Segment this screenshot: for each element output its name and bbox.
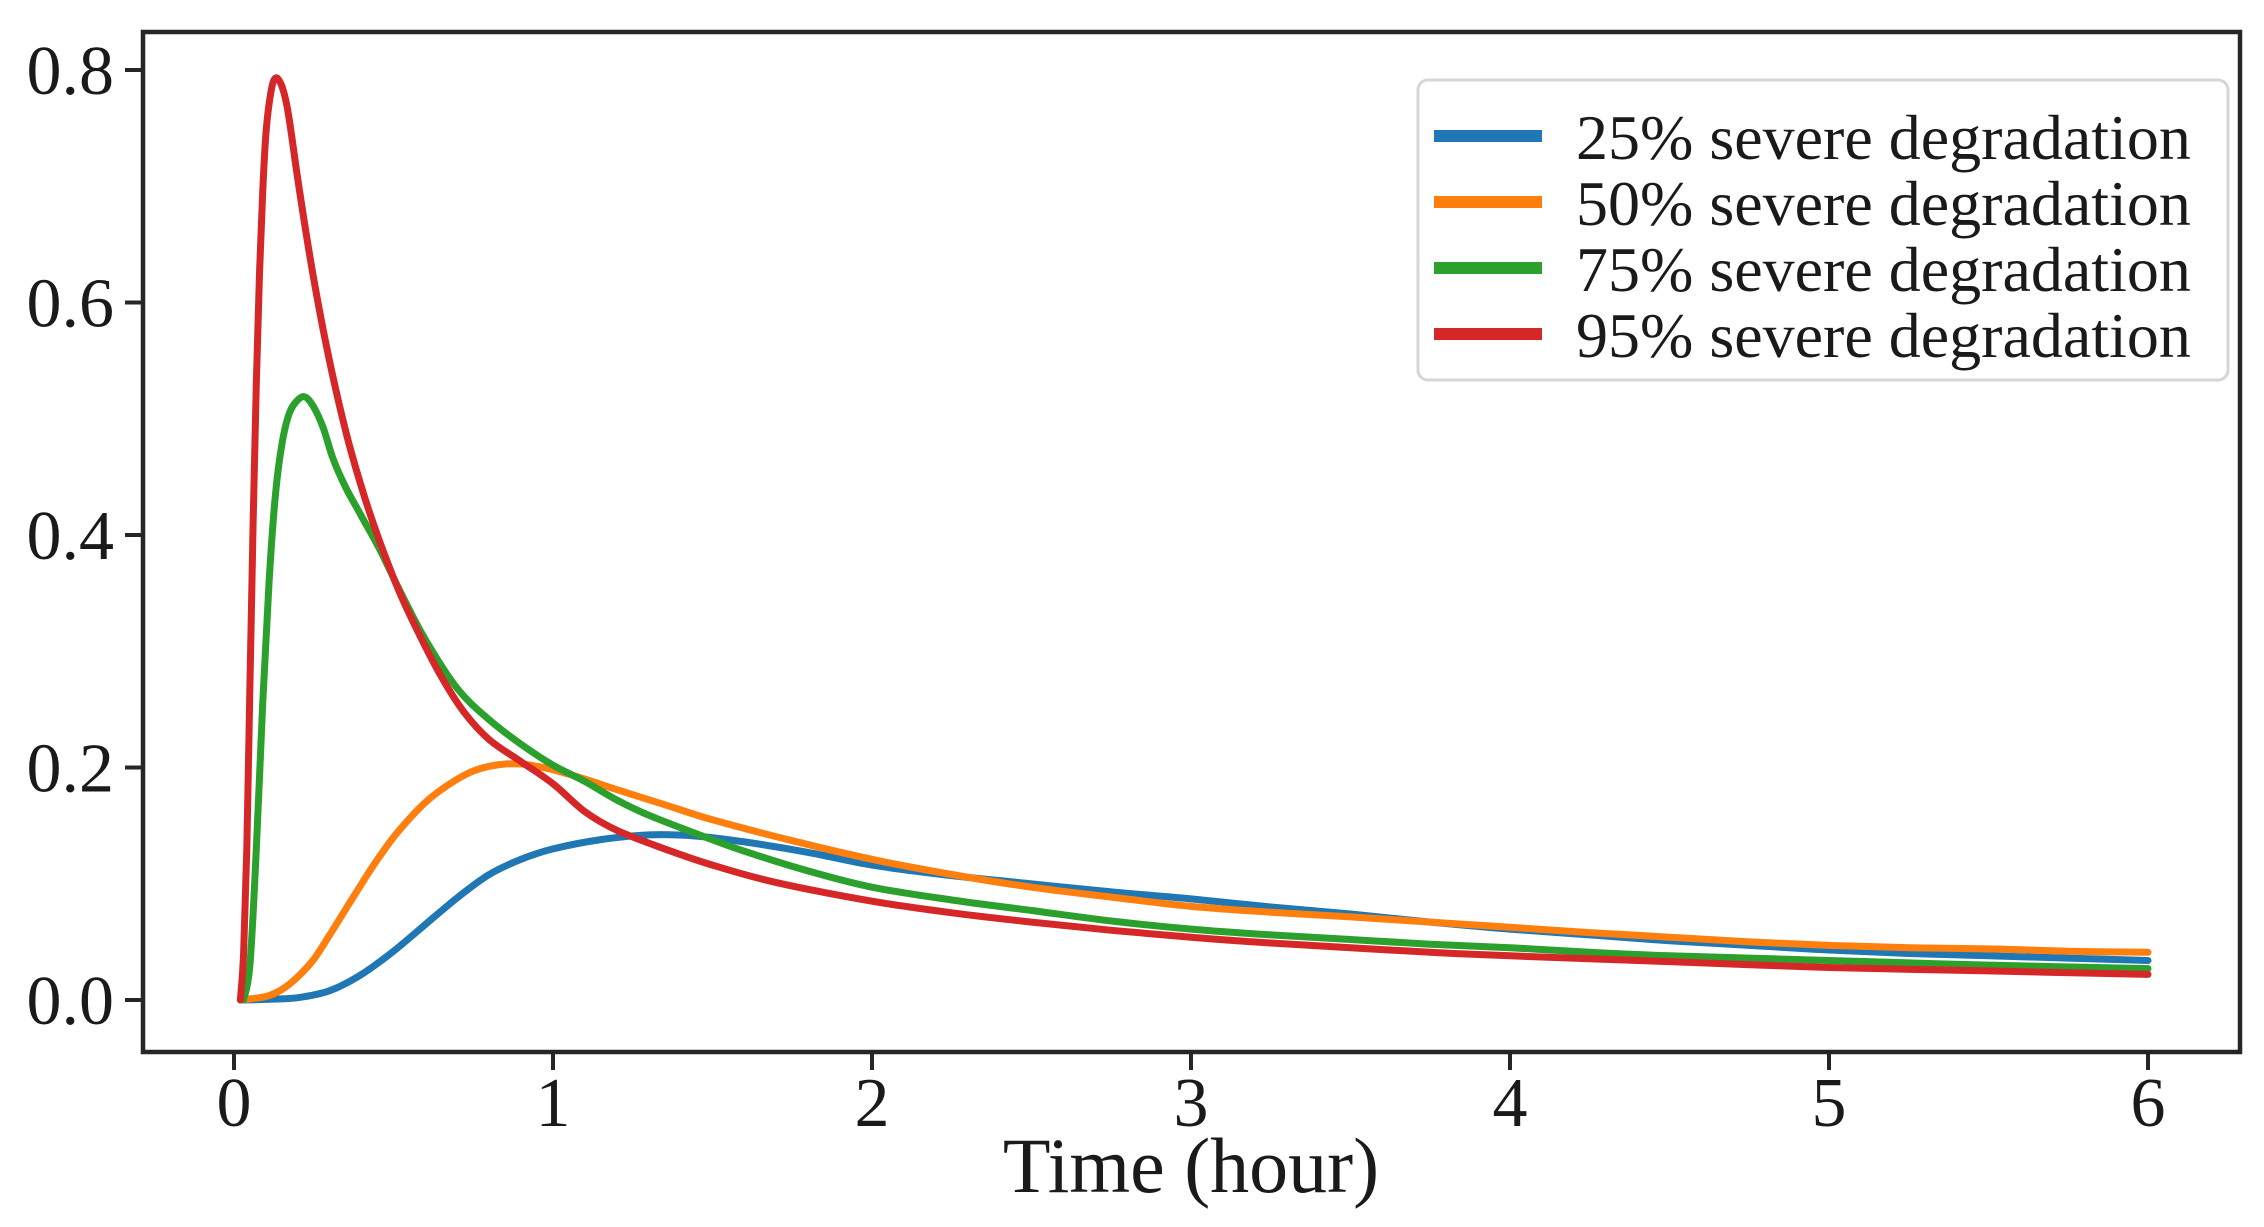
y-tick-label: 0.2	[27, 731, 115, 808]
x-axis-label: Time (hour)	[1003, 1122, 1379, 1209]
legend-label: 75% severe degradation	[1576, 234, 2191, 305]
x-tick-label: 2	[855, 1065, 890, 1142]
x-tick-label: 6	[2131, 1065, 2166, 1142]
legend-item-75pct: 75% severe degradation	[1434, 234, 2191, 305]
y-tick-label: 0.4	[27, 498, 115, 575]
x-tick-label: 5	[1812, 1065, 1847, 1142]
y-tick-label: 0.6	[27, 266, 115, 343]
x-tick-label: 4	[1493, 1065, 1528, 1142]
legend-item-95pct: 95% severe degradation	[1434, 300, 2191, 371]
x-axis: 0 1 2 3 4 5 6	[217, 1052, 2166, 1142]
x-tick-label: 0	[217, 1065, 252, 1142]
legend-item-25pct: 25% severe degradation	[1434, 102, 2191, 173]
y-tick-label: 0.0	[27, 963, 115, 1040]
y-tick-label: 0.8	[27, 33, 115, 110]
y-axis: 0.0 0.2 0.4 0.6 0.8	[27, 33, 143, 1040]
series-line-95pct	[236, 74, 2152, 1004]
legend-item-50pct: 50% severe degradation	[1434, 168, 2191, 239]
series-lines	[236, 74, 2152, 1004]
x-tick-label: 3	[1174, 1065, 1209, 1142]
legend-label: 50% severe degradation	[1576, 168, 2191, 239]
series-line-25pct	[236, 831, 2152, 1004]
series-line-50pct	[236, 760, 2152, 1004]
legend-label: 95% severe degradation	[1576, 300, 2191, 371]
legend-box	[1416, 78, 2230, 382]
x-tick-label: 1	[536, 1065, 571, 1142]
series-line-75pct	[240, 393, 2152, 1004]
legend-label: 25% severe degradation	[1576, 102, 2191, 173]
